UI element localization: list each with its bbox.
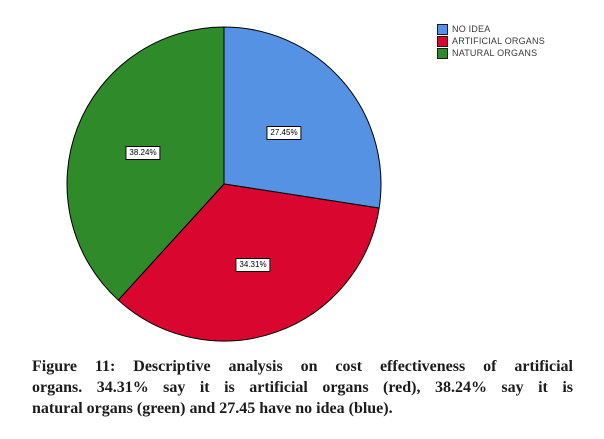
pie-slice-no-idea	[223, 26, 382, 209]
slice-labels-layer: 27.45% 34.31% 38.24%	[125, 126, 302, 272]
legend-label-artificial-organs: ARTIFICIAL ORGANS	[452, 36, 545, 46]
legend-swatch-natural-organs	[437, 47, 448, 59]
caption-line-3: natural organs (green) and 27.45 have no…	[32, 400, 393, 417]
legend-label-no-idea: NO IDEA	[452, 24, 491, 34]
legend-item-natural-organs: NATURAL ORGANS	[437, 47, 545, 59]
legend-item-no-idea: NO IDEA	[437, 23, 545, 35]
slice-value-label-no-idea: 27.45%	[266, 126, 302, 140]
pie-slice-natural-organs	[66, 26, 225, 301]
legend-swatch-artificial-organs	[437, 35, 448, 47]
slice-value-label-artificial-organs: 34.31%	[235, 258, 271, 272]
caption-line-1: Figure 11: Descriptive analysis on cost …	[32, 358, 573, 375]
legend-item-artificial-organs: ARTIFICIAL ORGANS	[437, 35, 545, 47]
figure-caption: Figure 11: Descriptive analysis on cost …	[32, 356, 573, 419]
caption-line-2: organs. 34.31% say it is artificial orga…	[32, 379, 573, 396]
legend: NO IDEA ARTIFICIAL ORGANS NATURAL ORGANS	[437, 23, 545, 60]
slice-value-label-natural-organs: 38.24%	[125, 146, 161, 160]
legend-label-natural-organs: NATURAL ORGANS	[452, 48, 538, 58]
legend-swatch-no-idea	[437, 23, 448, 35]
